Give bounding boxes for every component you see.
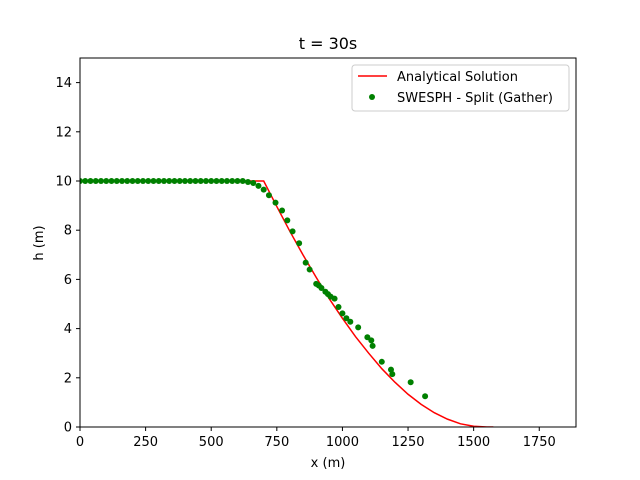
legend: Analytical Solution SWESPH - Split (Gath… [351,64,570,112]
swesph-data-point [139,178,146,184]
swesph-data-point [176,178,183,184]
swesph-data-point [87,178,94,184]
swesph-data-point [150,178,157,184]
legend-box [351,64,570,112]
swesph-data-point [181,178,188,184]
swesph-data-point [223,178,230,184]
x-tick-label: 1500 [457,435,490,450]
y-tick-label: 6 [64,273,72,288]
swesph-data-point [134,178,141,184]
swesph-data-point [187,178,194,184]
y-tick-label: 14 [55,76,72,91]
swesph-data-point [279,207,286,214]
swesph-data-point [218,178,225,184]
swesph-data-point [124,178,131,184]
swesph-data-point [160,178,167,184]
swesph-data-point [369,342,376,349]
x-axis-label: x (m) [311,456,346,471]
legend-label-analytical: Analytical Solution [397,70,518,85]
x-tick-label: 0 [76,435,84,450]
x-tick-label: 500 [199,435,224,450]
legend-marker-swesph [369,94,375,100]
axes-layer: 0 250 500 750 1000 1250 1500 1750 0 2 4 6 8 10 12 14 [55,57,577,450]
swesph-data-point [343,315,350,322]
y-tick-label: 0 [64,421,72,436]
y-tick-label: 10 [55,175,72,190]
x-tick-label: 1250 [391,435,424,450]
legend-label-swesph: SWESPH - Split (Gather) [397,91,553,106]
swesph-data-point [208,178,215,184]
swesph-data-point [407,379,414,386]
swesph-data-point [265,192,272,199]
swesph-data-point [331,295,338,302]
swesph-data-point [289,228,296,235]
x-tick-label: 750 [264,435,289,450]
swesph-data-point [234,178,241,184]
x-tick-label: 1750 [523,435,556,450]
axes-frame [79,57,577,428]
swesph-data-point [82,178,89,184]
swesph-data-point [335,303,342,310]
swesph-data-point [306,266,313,273]
swesph-data-point [118,178,125,184]
swesph-data-point [97,178,104,184]
swesph-data-point [284,217,291,224]
swesph-data-point [80,178,83,184]
swesph-data-point [202,178,209,184]
swesph-data-point [166,178,173,184]
swesph-data-point [103,178,110,184]
swesph-data-point [155,178,162,184]
swesph-data-point [108,178,115,184]
swesph-data-point [296,240,303,247]
swesph-data-point [339,310,346,317]
swesph-data-point [197,178,204,184]
swesph-data-point [129,178,136,184]
y-tick-label: 8 [64,224,72,239]
swesph-data-point [255,182,262,189]
swesph-data-point [355,324,362,331]
swesph-data-point [389,371,396,378]
swesph-data-point [244,178,251,185]
swesph-data-point [113,178,120,184]
swesph-data-point [368,337,375,344]
swesph-data-point [250,179,257,186]
swesph-data-point [229,178,236,184]
swesph-data-point [213,178,220,184]
x-tick-label: 1000 [326,435,359,450]
y-tick-label: 2 [64,371,72,386]
swesph-data-point [145,178,152,184]
chart-title: t = 30s [299,34,358,53]
y-tick-label: 4 [64,322,72,337]
swesph-data-point [422,393,429,400]
swesph-data-point [347,318,354,325]
swesph-data-point [272,199,279,206]
x-tick-label: 250 [133,435,158,450]
swesph-data-point [92,178,99,184]
swesph-data-point [378,358,385,365]
y-tick-label: 12 [55,125,72,140]
swesph-data-point [302,259,309,266]
y-axis-label: h (m) [32,225,47,260]
swesph-data-point [192,178,199,184]
plot-layer [80,178,494,427]
swesph-data-point [318,285,325,292]
analytical-solution-line [80,180,494,427]
swesph-data-point [171,178,178,184]
swesph-data-point [260,186,267,193]
swesph-data-point [239,178,246,184]
